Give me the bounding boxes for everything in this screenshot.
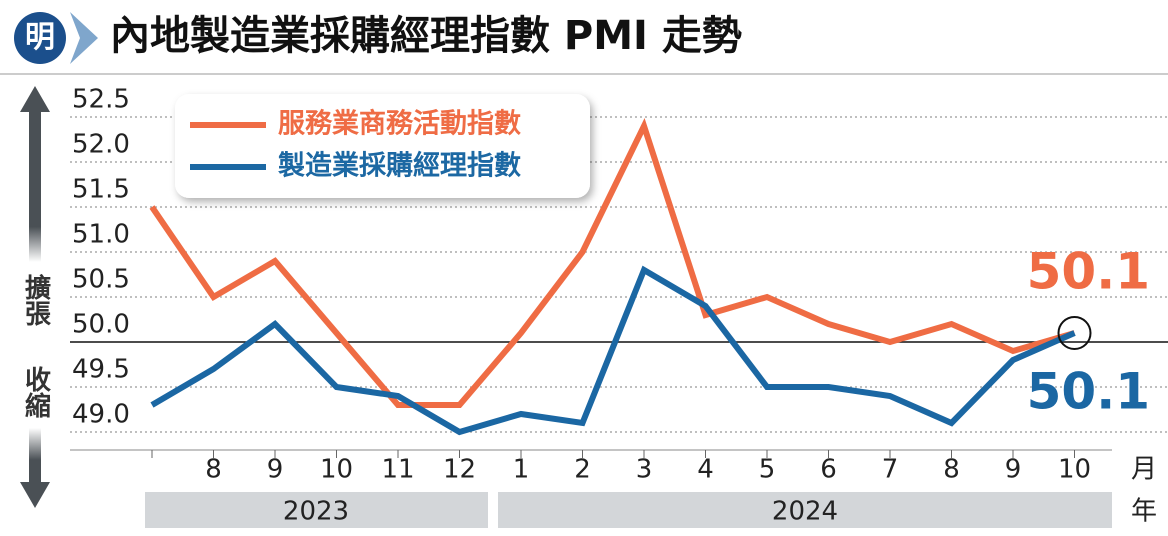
chart-title: 內地製造業採購經理指數 PMI 走勢 [110, 13, 742, 59]
x-tick-label: 2 [574, 455, 591, 485]
x-tick-label: 10 [320, 455, 353, 485]
expansion-label: 擴張 [21, 273, 51, 327]
x-tick-label: 8 [205, 455, 222, 485]
x-tick-label: 9 [267, 455, 284, 485]
y-tick-label: 52.0 [72, 130, 130, 160]
year-label: 2023 [283, 497, 349, 527]
plot: 49.049.550.050.551.051.552.052.58 9 10 11 12… [70, 85, 1168, 485]
year-unit: 年 [1131, 497, 1157, 527]
annotation: 50.1 [1027, 363, 1150, 421]
x-tick-label: 6 [820, 455, 837, 485]
highlight-circle [1057, 316, 1092, 350]
x-tick-label: 12 [443, 455, 476, 485]
x-tick-label: 9 [1005, 455, 1022, 485]
direction-arrow [20, 86, 50, 508]
legend-label: 製造業採購經理指數 [278, 150, 521, 182]
x-tick-label: 7 [882, 455, 899, 485]
year-band [498, 492, 1112, 528]
y-tick-label: 50.5 [72, 265, 130, 295]
legend-label: 服務業商務活動指數 [278, 109, 521, 140]
y-tick-label: 51.0 [72, 220, 130, 250]
x-tick-label: 5 [759, 455, 776, 485]
year-band [145, 492, 488, 528]
line-series [149, 118, 1076, 408]
x-tick-label: 10 [1058, 455, 1091, 485]
logo-text: 明 [25, 20, 55, 55]
contraction-label: 收縮 [21, 366, 51, 418]
logo: 明 [14, 12, 98, 64]
x-unit: 月 [1131, 455, 1157, 485]
x-tick-label: 3 [636, 455, 653, 485]
line-series [150, 265, 1076, 436]
x-tick-label: 8 [943, 455, 960, 485]
y-tick-label: 49.5 [72, 355, 130, 385]
x-tick-label: 4 [697, 455, 714, 485]
x-tick-label: 1 [513, 455, 530, 485]
y-tick-label: 49.0 [72, 400, 130, 430]
y-tick-label: 50.0 [72, 310, 130, 340]
year-label: 2024 [772, 497, 838, 527]
y-tick-label: 52.5 [72, 85, 130, 115]
annotation: 50.1 [1027, 243, 1150, 301]
x-tick-label: 11 [381, 455, 414, 485]
y-tick-label: 51.5 [72, 175, 130, 205]
